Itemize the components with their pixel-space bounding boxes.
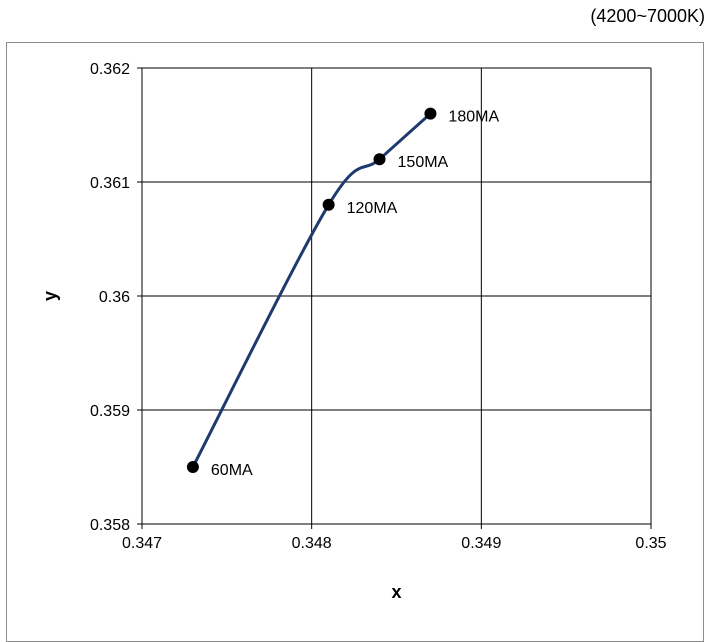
data-point <box>322 198 335 211</box>
x-tick-labels: 0.347 0.348 0.349 0.35 <box>122 524 667 552</box>
data-point <box>373 153 386 166</box>
x-tick-label: 0.35 <box>635 535 666 552</box>
y-tick-label: 0.362 <box>90 61 130 78</box>
x-tick-label: 0.349 <box>461 535 501 552</box>
point-label: 120MA <box>347 200 398 217</box>
color-temperature-range-note: (4200~7000K) <box>590 6 705 26</box>
gridlines <box>141 67 652 525</box>
y-tick-label: 0.359 <box>90 403 130 420</box>
data-point <box>186 461 199 473</box>
y-tick-label: 0.358 <box>90 517 130 534</box>
y-tick-label: 0.36 <box>99 289 130 306</box>
point-label: 60MA <box>211 462 253 479</box>
y-axis-label: y <box>40 291 60 301</box>
point-label: 150MA <box>398 154 449 171</box>
point-labels: 60MA 120MA 150MA 180MA <box>211 109 500 479</box>
data-point <box>424 107 437 120</box>
x-tick-label: 0.347 <box>122 535 162 552</box>
x-axis-label: x <box>391 582 401 602</box>
y-tick-labels: 0.358 0.359 0.36 0.361 0.362 <box>90 61 142 534</box>
series-line <box>191 112 432 469</box>
y-tick-label: 0.361 <box>90 175 130 192</box>
x-tick-label: 0.348 <box>292 535 332 552</box>
point-label: 180MA <box>448 109 499 126</box>
chart-svg: 0.347 0.348 0.349 0.35 0.3580.3590.360.3610… <box>40 61 667 602</box>
data-markers <box>186 107 437 473</box>
